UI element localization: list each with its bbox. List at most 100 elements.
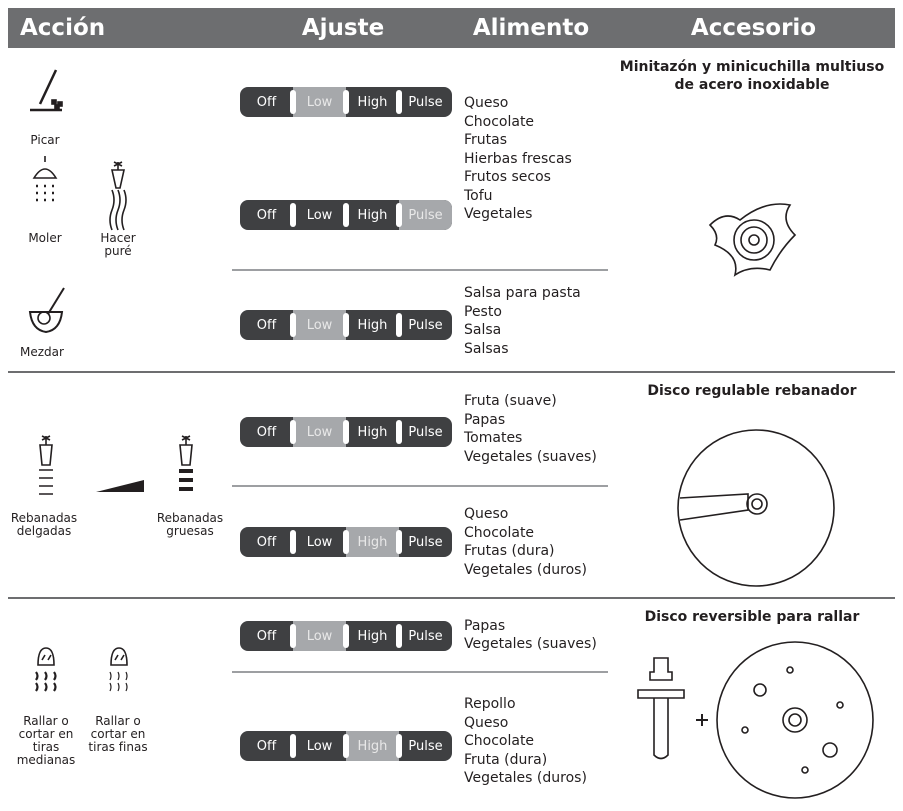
food-item: Vegetales (duros) [464,770,587,787]
icon-grind [32,156,58,202]
switch-segment: Pulse [396,87,452,117]
switch-divider [396,734,402,758]
switch-segment: Pulse [396,417,452,447]
switch-divider [290,624,296,648]
food-item: Chocolate [464,113,535,130]
icon-shred-medium [35,647,57,692]
switch-divider [343,734,349,758]
switch-segment: Pulse [396,200,452,230]
switch-segment: High [343,310,399,340]
icon-mix [28,287,65,334]
switch-segment: Off [256,424,277,440]
icon-chop [30,69,63,112]
food-item: Queso [464,506,509,522]
icon-shred-fine [109,647,128,692]
switch-segment: Pulse [396,731,452,761]
food-item: Hierbas frescas [464,150,572,167]
switch-segment: Off [256,738,277,754]
switch-segment: High [343,527,399,557]
action-label: Rebanadas delgadas [10,511,78,538]
food-item: Pesto [464,303,502,320]
speed-switch: Off Low High Pulse [240,87,452,117]
switch-divider [396,420,402,444]
icon-slice-thick [179,435,193,491]
food-item: Vegetales (suaves) [464,636,597,652]
food-item: Frutas (dura) [464,543,555,559]
switch-segment: Low [290,200,346,230]
food-item: Tomates [464,430,523,446]
switch-segment: Low [290,731,346,761]
accessory-title: Disco regulable rebanador [647,383,857,399]
switch-divider [396,313,402,337]
switch-divider [290,420,296,444]
switch-segment: High [343,87,399,117]
food-item: Repollo [464,696,516,713]
food-item: Frutos secos [464,169,551,186]
switch-divider [343,90,349,114]
accessory-title: Minitazón y minicuchilla multiuso de ace… [619,59,885,93]
switch-divider [396,90,402,114]
switch-divider [290,530,296,554]
switch-segment: Pulse [396,310,452,340]
icon-slice-thin [39,435,53,495]
food-list: Repollo Queso Chocolate Fruta (dura) Vegetal… [464,695,587,788]
switch-segment: High [343,621,399,651]
switch-divider [290,203,296,227]
food-item: Queso [464,714,509,731]
food-list: Queso Chocolate Frutas (dura) Vegetales (du… [464,505,587,579]
action-label: Rallar o cortar en tiras medianas [16,714,76,767]
speed-switch: Off Low High Pulse [240,527,452,557]
switch-segment: Low [290,417,346,447]
switch-segment: High [343,200,399,230]
header-cell: Accesorio [690,15,817,41]
switch-divider [343,420,349,444]
switch-divider [343,313,349,337]
speed-switch: Off Low High Pulse [240,621,452,651]
icon-puree [109,161,127,231]
food-item: Fruta (suave) [464,393,557,409]
switch-segment: High [343,417,399,447]
speed-switch: Off Low High Pulse [240,731,452,761]
header-cell: Alimento [472,15,590,41]
action-label: Moler [28,231,62,245]
accessory-slicer [677,429,835,587]
switch-segment: Low [290,621,346,651]
switch-segment: Off [256,317,277,333]
food-list: Queso Chocolate Frutas Hierbas frescas Fruto… [464,94,572,224]
switch-segment: Low [290,87,346,117]
speed-switch: Off Low High Pulse [240,310,452,340]
food-item: Tofu [464,187,493,204]
accessory-grater [637,641,874,799]
food-item: Salsas [464,340,509,357]
switch-segment: Low [290,310,346,340]
speed-switch: Off Low High Pulse [240,200,452,230]
food-item: Queso [464,95,509,112]
switch-divider [343,530,349,554]
switch-segment: Off [256,207,277,223]
action-label: Rallar o cortar en tiras finas [88,714,148,754]
food-item: Papas [464,411,506,428]
switch-segment: Off [256,534,277,550]
switch-divider [396,203,402,227]
food-item: Vegetales [464,206,533,223]
switch-segment: Low [290,527,346,557]
food-item: Salsa [464,322,502,338]
action-label: Hacer puré [100,231,136,258]
switch-divider [290,734,296,758]
action-label: Rebanadas gruesas [156,511,224,538]
switch-segment: Off [256,628,277,644]
food-list: Salsa para pasta Pesto Salsa Salsas [464,284,581,358]
food-item: Chocolate [464,524,535,541]
switch-segment: High [343,731,399,761]
switch-segment: Off [256,94,277,110]
accessory-blade [708,203,797,277]
header-bar [8,8,895,48]
food-list: Fruta (suave) Papas Tomates Vegetales (suav… [464,392,597,466]
food-item: Papas [464,617,506,634]
icon-wedge [96,480,144,492]
food-item: Vegetales (duros) [464,561,587,578]
food-item: Fruta (dura) [464,751,548,768]
